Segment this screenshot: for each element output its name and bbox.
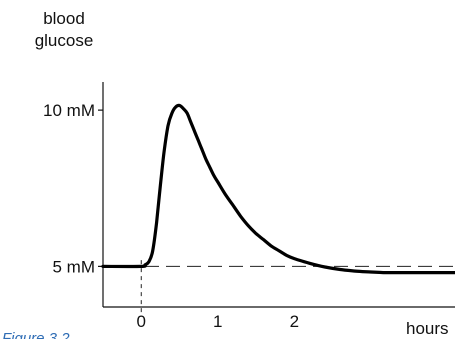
y-axis-label-line: glucose: [35, 31, 94, 50]
x-ticks: 0 1 2: [137, 260, 299, 331]
figure-caption: Figure 3.2: [2, 330, 70, 339]
y-tick-label: 5 mM: [53, 257, 96, 276]
x-tick-label: 0: [137, 312, 146, 331]
y-axis-label: blood glucose: [35, 9, 94, 50]
y-axis-label-line: blood: [43, 9, 85, 28]
x-tick-label: 1: [213, 312, 222, 331]
y-ticks: 10 mM 5 mM: [43, 101, 103, 276]
y-tick-label: 10 mM: [43, 101, 95, 120]
x-axis-label: hours: [406, 319, 449, 338]
x-tick-label: 2: [290, 312, 299, 331]
glucose-curve: [101, 103, 455, 275]
